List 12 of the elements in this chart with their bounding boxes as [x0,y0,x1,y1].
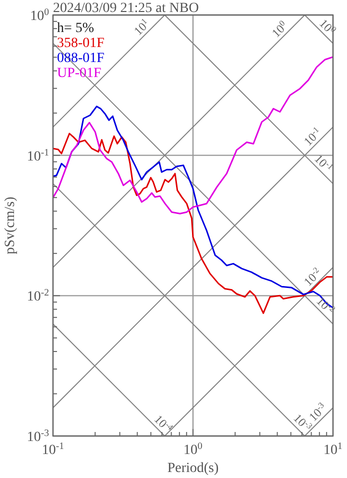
text: 358-01F [57,36,105,51]
annotation: h= 5% [57,21,94,36]
y-axis-title: pSv(cm/s) [3,196,18,254]
y-tick-label: 10$^{-1}$ [26,146,50,164]
x-tick-label: 10$^{0}$ [184,440,203,458]
text: 088-01F [57,51,105,66]
y-tick-label: 10$^{-2}$ [26,287,50,305]
x-tick-label: 10$^{1}$ [324,440,343,458]
y-tick-label: 10$^{0}$ [30,6,50,24]
x-axis-title: Period(s) [167,461,219,476]
text: UP-01F [57,66,102,81]
chart-title: 2024/03/09 21:25 at NBO [53,1,199,16]
